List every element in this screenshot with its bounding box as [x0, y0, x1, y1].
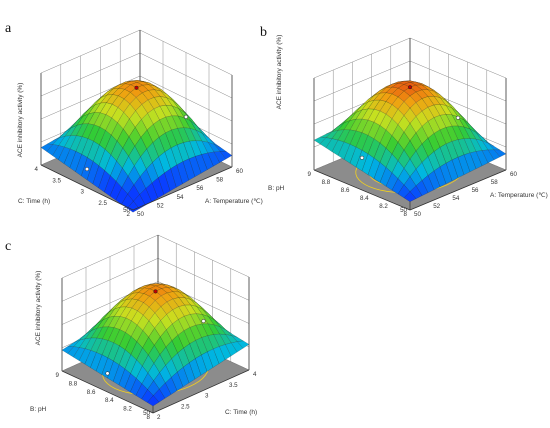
x-tick-label: 50 — [414, 211, 421, 218]
y-tick-label: 8.2 — [379, 203, 388, 210]
design-point — [153, 289, 158, 294]
x-tick-label: 50 — [137, 211, 144, 218]
panel-letter-b: b — [260, 25, 267, 40]
z-axis-title: ACE inhibitory activity (%) — [276, 35, 283, 110]
x-tick-label: 54 — [177, 194, 184, 201]
x-tick-label: 52 — [157, 202, 164, 209]
y-tick-label: 8.2 — [123, 406, 132, 413]
design-point — [407, 85, 413, 90]
z-tick-label: 50 — [143, 410, 150, 417]
y-tick-label: 8 — [147, 414, 151, 421]
y-axis-title: B: pH — [30, 406, 47, 413]
y-tick-label: 9 — [308, 171, 312, 178]
y-tick-label: 8.8 — [69, 380, 78, 387]
design-point — [359, 155, 365, 160]
x-tick-label: 54 — [452, 195, 459, 202]
y-tick-label: 3 — [81, 189, 85, 196]
x-tick-label: 60 — [510, 171, 517, 178]
design-point — [84, 167, 90, 172]
panel-letter-a: a — [5, 21, 12, 36]
design-point — [201, 319, 206, 324]
surface-cell — [403, 191, 417, 202]
floor-front-edge — [132, 166, 233, 211]
x-tick-label: 2 — [157, 414, 161, 421]
design-point — [134, 85, 139, 90]
y-tick-label: 8.8 — [322, 179, 331, 186]
x-tick-label: 3.5 — [229, 382, 238, 389]
x-tick-label: 58 — [491, 179, 498, 186]
x-tick-label: 56 — [196, 185, 203, 192]
floor-front-edge — [61, 370, 154, 414]
surface-cell — [127, 201, 140, 213]
y-axis-title: C: Time (h) — [18, 198, 50, 205]
x-tick-label: 60 — [236, 168, 243, 175]
y-tick-label: 8.4 — [105, 397, 114, 404]
y-tick-label: 8.6 — [87, 389, 96, 396]
z-axis-title: ACE inhibitory activity (%) — [17, 83, 24, 158]
y-tick-label: 8 — [404, 211, 408, 218]
y-axis-title: B: pH — [268, 185, 285, 192]
x-axis-title: C: Time (h) — [225, 409, 257, 416]
chart-panel-b: b505560657050525456586088.28.48.68.89A: … — [260, 25, 548, 218]
y-tick-label: 3.5 — [52, 177, 61, 184]
chart-panel-a: a505560657050525456586022.533.54A: Tempe… — [5, 21, 263, 218]
x-tick-label: 58 — [216, 177, 223, 184]
y-tick-label: 2.5 — [98, 200, 107, 207]
design-point — [455, 115, 461, 120]
y-tick-label: 2 — [127, 211, 131, 218]
floor-front-edge — [313, 169, 411, 211]
y-tick-label: 8.4 — [360, 195, 369, 202]
wall-gridline-z — [61, 234, 250, 279]
y-tick-label: 8.6 — [341, 187, 350, 194]
y-tick-label: 4 — [35, 166, 39, 173]
floor-front-edge — [40, 164, 134, 211]
z-tick-label: 50 — [123, 207, 130, 214]
x-axis-title: A: Temperature (℃) — [490, 192, 548, 199]
floor-front-edge — [409, 169, 507, 211]
floor-front-edge — [152, 369, 250, 414]
x-tick-label: 52 — [433, 203, 440, 210]
surface-cell — [147, 395, 160, 407]
design-point — [105, 371, 110, 376]
x-tick-label: 4 — [253, 371, 257, 378]
wall-gridline-z — [40, 29, 233, 76]
x-tick-label: 56 — [472, 187, 479, 194]
z-axis-title: ACE inhibitory activity (%) — [35, 271, 42, 346]
design-point — [183, 114, 189, 119]
x-tick-label: 2.5 — [181, 403, 190, 410]
x-tick-label: 3 — [205, 393, 209, 400]
z-tick-label: 50 — [400, 207, 407, 214]
y-tick-label: 9 — [56, 372, 60, 379]
panel-letter-c: c — [5, 239, 11, 254]
x-axis-title: A: Temperature (℃) — [205, 198, 263, 205]
